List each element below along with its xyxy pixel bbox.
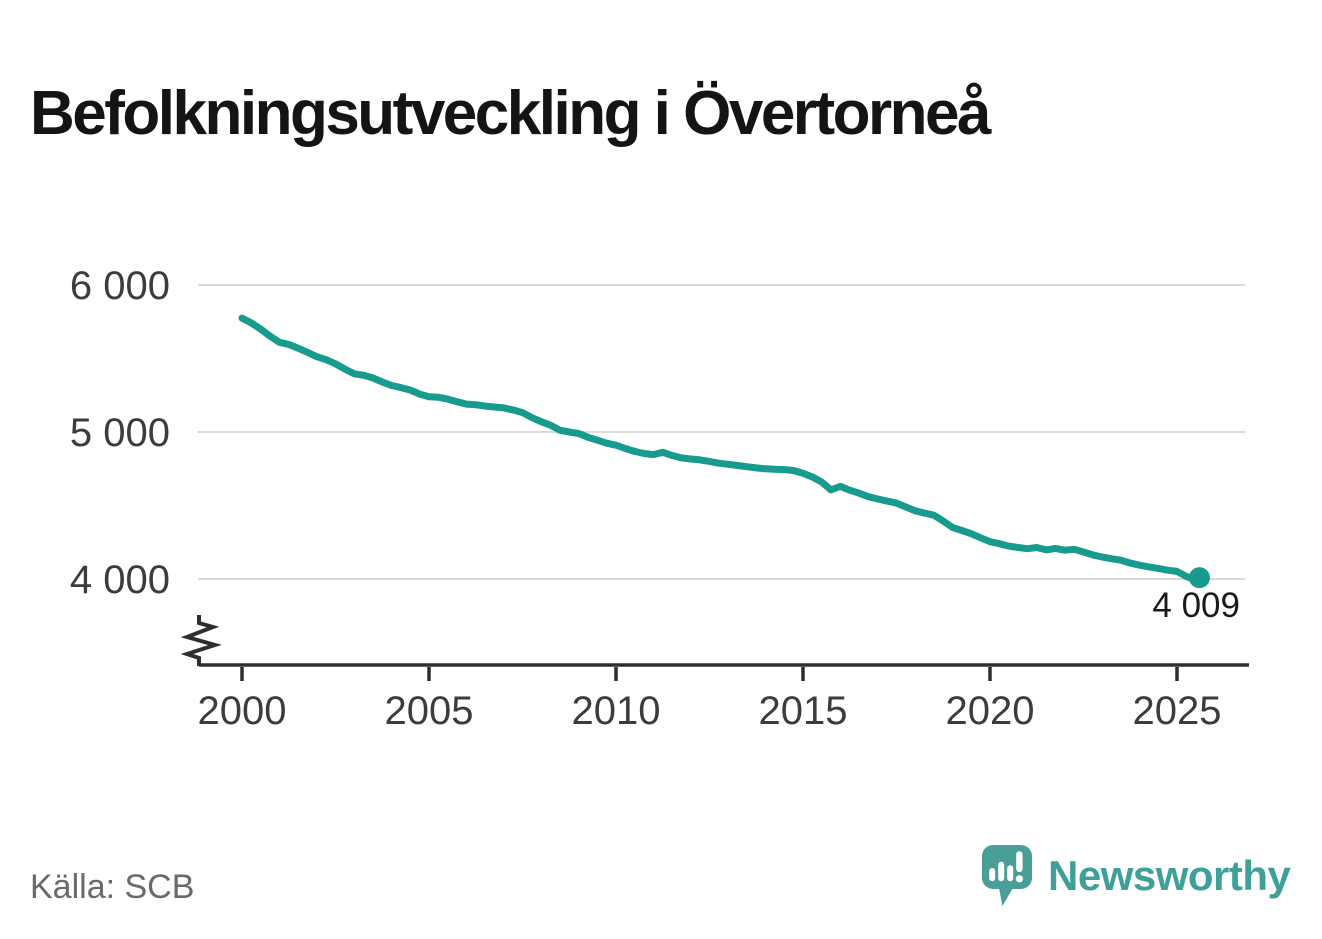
x-tick-label: 2015: [759, 689, 848, 733]
x-tick-label: 2000: [198, 689, 287, 733]
newsworthy-logo: Newsworthy: [982, 844, 1291, 908]
x-tick-label: 2020: [946, 689, 1035, 733]
bar-tall: [998, 861, 1005, 882]
newsworthy-logo-text: Newsworthy: [1048, 852, 1291, 899]
x-tick-label: 2005: [385, 689, 474, 733]
y-tick-label: 4 000: [70, 558, 170, 602]
bar-small: [989, 868, 996, 882]
y-tick-label: 6 000: [70, 264, 170, 308]
source-label: Källa: SCB: [30, 868, 195, 906]
page-title: Befolkningsutveckling i Övertorneå: [30, 78, 991, 148]
bar-medium: [1007, 865, 1014, 882]
population-line: [238, 314, 1203, 584]
last-point-marker: [1188, 567, 1210, 589]
exclamation-bar: [1016, 851, 1023, 872]
x-tick-label: 2025: [1133, 689, 1222, 733]
y-tick-label: 5 000: [70, 411, 170, 455]
last-value-label: 4 009: [1152, 586, 1240, 625]
exclamation-dot: [1015, 875, 1023, 883]
y-axis-break-icon: [180, 615, 222, 666]
x-tick-label: 2010: [572, 689, 661, 733]
newsworthy-logo-icon: [982, 845, 1032, 906]
